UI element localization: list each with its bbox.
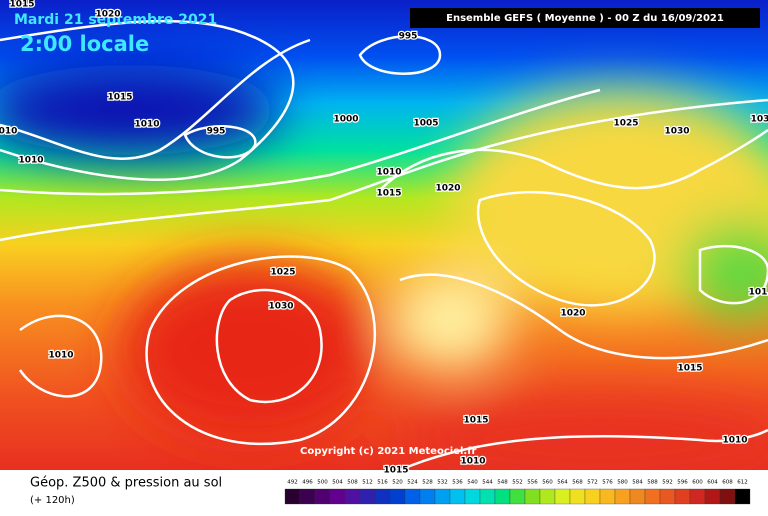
scale-label: 568 — [572, 480, 583, 486]
footer-lead: (+ 120h) — [30, 495, 75, 506]
scale-swatch — [419, 488, 436, 505]
scale-swatch — [719, 488, 736, 505]
isobar-label: 995 — [207, 127, 226, 137]
scale-swatch — [314, 488, 331, 505]
isobar-label: 1025 — [270, 268, 295, 278]
run-box — [410, 8, 760, 28]
isobar-label: 1000 — [333, 115, 358, 125]
scale-label: 504 — [332, 480, 343, 486]
scale-label: 564 — [557, 480, 568, 486]
scale-label: 600 — [692, 480, 703, 486]
field-patches — [0, 65, 768, 480]
scale-swatch — [404, 488, 421, 505]
scale-swatch — [389, 488, 406, 505]
isobars — [0, 19, 768, 472]
scale-label: 544 — [482, 480, 493, 486]
scale-swatch — [674, 488, 691, 505]
isobar-label: 1020 — [435, 184, 460, 194]
scale-label: 524 — [407, 480, 418, 486]
scale-swatch — [359, 488, 376, 505]
scale-label: 604 — [707, 480, 718, 486]
copyright: Copyright (c) 2021 Meteociel.fr — [300, 446, 477, 457]
scale-label: 536 — [452, 480, 463, 486]
isobar-label: 1025 — [613, 119, 638, 129]
isobar-label: 1010 — [48, 351, 73, 361]
scale-swatch — [479, 488, 496, 505]
scale-swatch — [434, 488, 451, 505]
scale-label: 500 — [317, 480, 328, 486]
scale-swatch — [494, 488, 511, 505]
isobar-label: 103 — [751, 115, 768, 125]
isobar-label: 1015 — [376, 189, 401, 199]
isobar-label: 995 — [399, 32, 418, 42]
scale-swatch — [644, 488, 661, 505]
scale-label: 512 — [362, 480, 373, 486]
scale-swatch — [329, 488, 346, 505]
scale-swatch — [599, 488, 616, 505]
footer-title: Géop. Z500 & pression au sol — [30, 476, 222, 491]
isobar-label: 1010 — [134, 120, 159, 130]
isobar-label: 1015 — [107, 93, 132, 103]
isobar-label: 1015 — [463, 416, 488, 426]
scale-swatch — [569, 488, 586, 505]
isobar-label: 1010 — [376, 168, 401, 178]
scale-label: 596 — [677, 480, 688, 486]
scale-label: 548 — [497, 480, 508, 486]
scale-label: 532 — [437, 480, 448, 486]
isobar-label: 1010 — [460, 457, 485, 467]
scale-swatch — [524, 488, 541, 505]
scale-swatch — [509, 488, 526, 505]
scale-label: 520 — [392, 480, 403, 486]
isobar-label: 1010 — [18, 156, 43, 166]
scale-label: 496 — [302, 480, 313, 486]
scale-label: 588 — [647, 480, 658, 486]
scale-label: 560 — [542, 480, 553, 486]
isobar-label: 101 — [749, 288, 768, 298]
isobar-label: 1020 — [95, 10, 120, 20]
isobar-label: 1015 — [383, 466, 408, 476]
isobar-label: 1030 — [664, 127, 689, 137]
scale-label: 516 — [377, 480, 388, 486]
scale-swatch — [539, 488, 556, 505]
scale-label: 592 — [662, 480, 673, 486]
scale-label: 608 — [722, 480, 733, 486]
scale-swatch — [299, 488, 316, 505]
isobar-label: 1010 — [722, 436, 747, 446]
scale-swatch — [614, 488, 631, 505]
isobar-label: 010 — [0, 127, 17, 137]
scale-swatch — [284, 488, 301, 505]
scale-swatch — [344, 488, 361, 505]
scale-label: 584 — [632, 480, 643, 486]
scale-label: 580 — [617, 480, 628, 486]
scale-label: 508 — [347, 480, 358, 486]
scale-swatch — [629, 488, 646, 505]
scale-swatch — [584, 488, 601, 505]
scale-label: 492 — [287, 480, 298, 486]
date: Mardi 21 septembre 2021 — [14, 12, 217, 28]
scale-label: 528 — [422, 480, 433, 486]
scale-swatch — [704, 488, 721, 505]
scale-label: 612 — [737, 480, 748, 486]
isobar-label: 1015 — [9, 0, 34, 10]
time: 2:00 locale — [20, 32, 149, 56]
scale-label: 540 — [467, 480, 478, 486]
isobar-label: 1015 — [677, 364, 702, 374]
run-info: Ensemble GEFS ( Moyenne ) - 00 Z du 16/0… — [446, 13, 724, 24]
scale-swatch — [734, 488, 751, 505]
scale-label: 572 — [587, 480, 598, 486]
isobar-label: 1005 — [413, 119, 438, 129]
scale-label: 576 — [602, 480, 613, 486]
scale-swatch — [449, 488, 466, 505]
scale-label: 556 — [527, 480, 538, 486]
scale-swatch — [659, 488, 676, 505]
scale-label: 552 — [512, 480, 523, 486]
isobar-label: 1020 — [560, 309, 585, 319]
scale-swatch — [374, 488, 391, 505]
scale-swatch — [689, 488, 706, 505]
scale-swatch — [464, 488, 481, 505]
isobar-label: 1030 — [268, 302, 293, 312]
scale-swatch — [554, 488, 571, 505]
